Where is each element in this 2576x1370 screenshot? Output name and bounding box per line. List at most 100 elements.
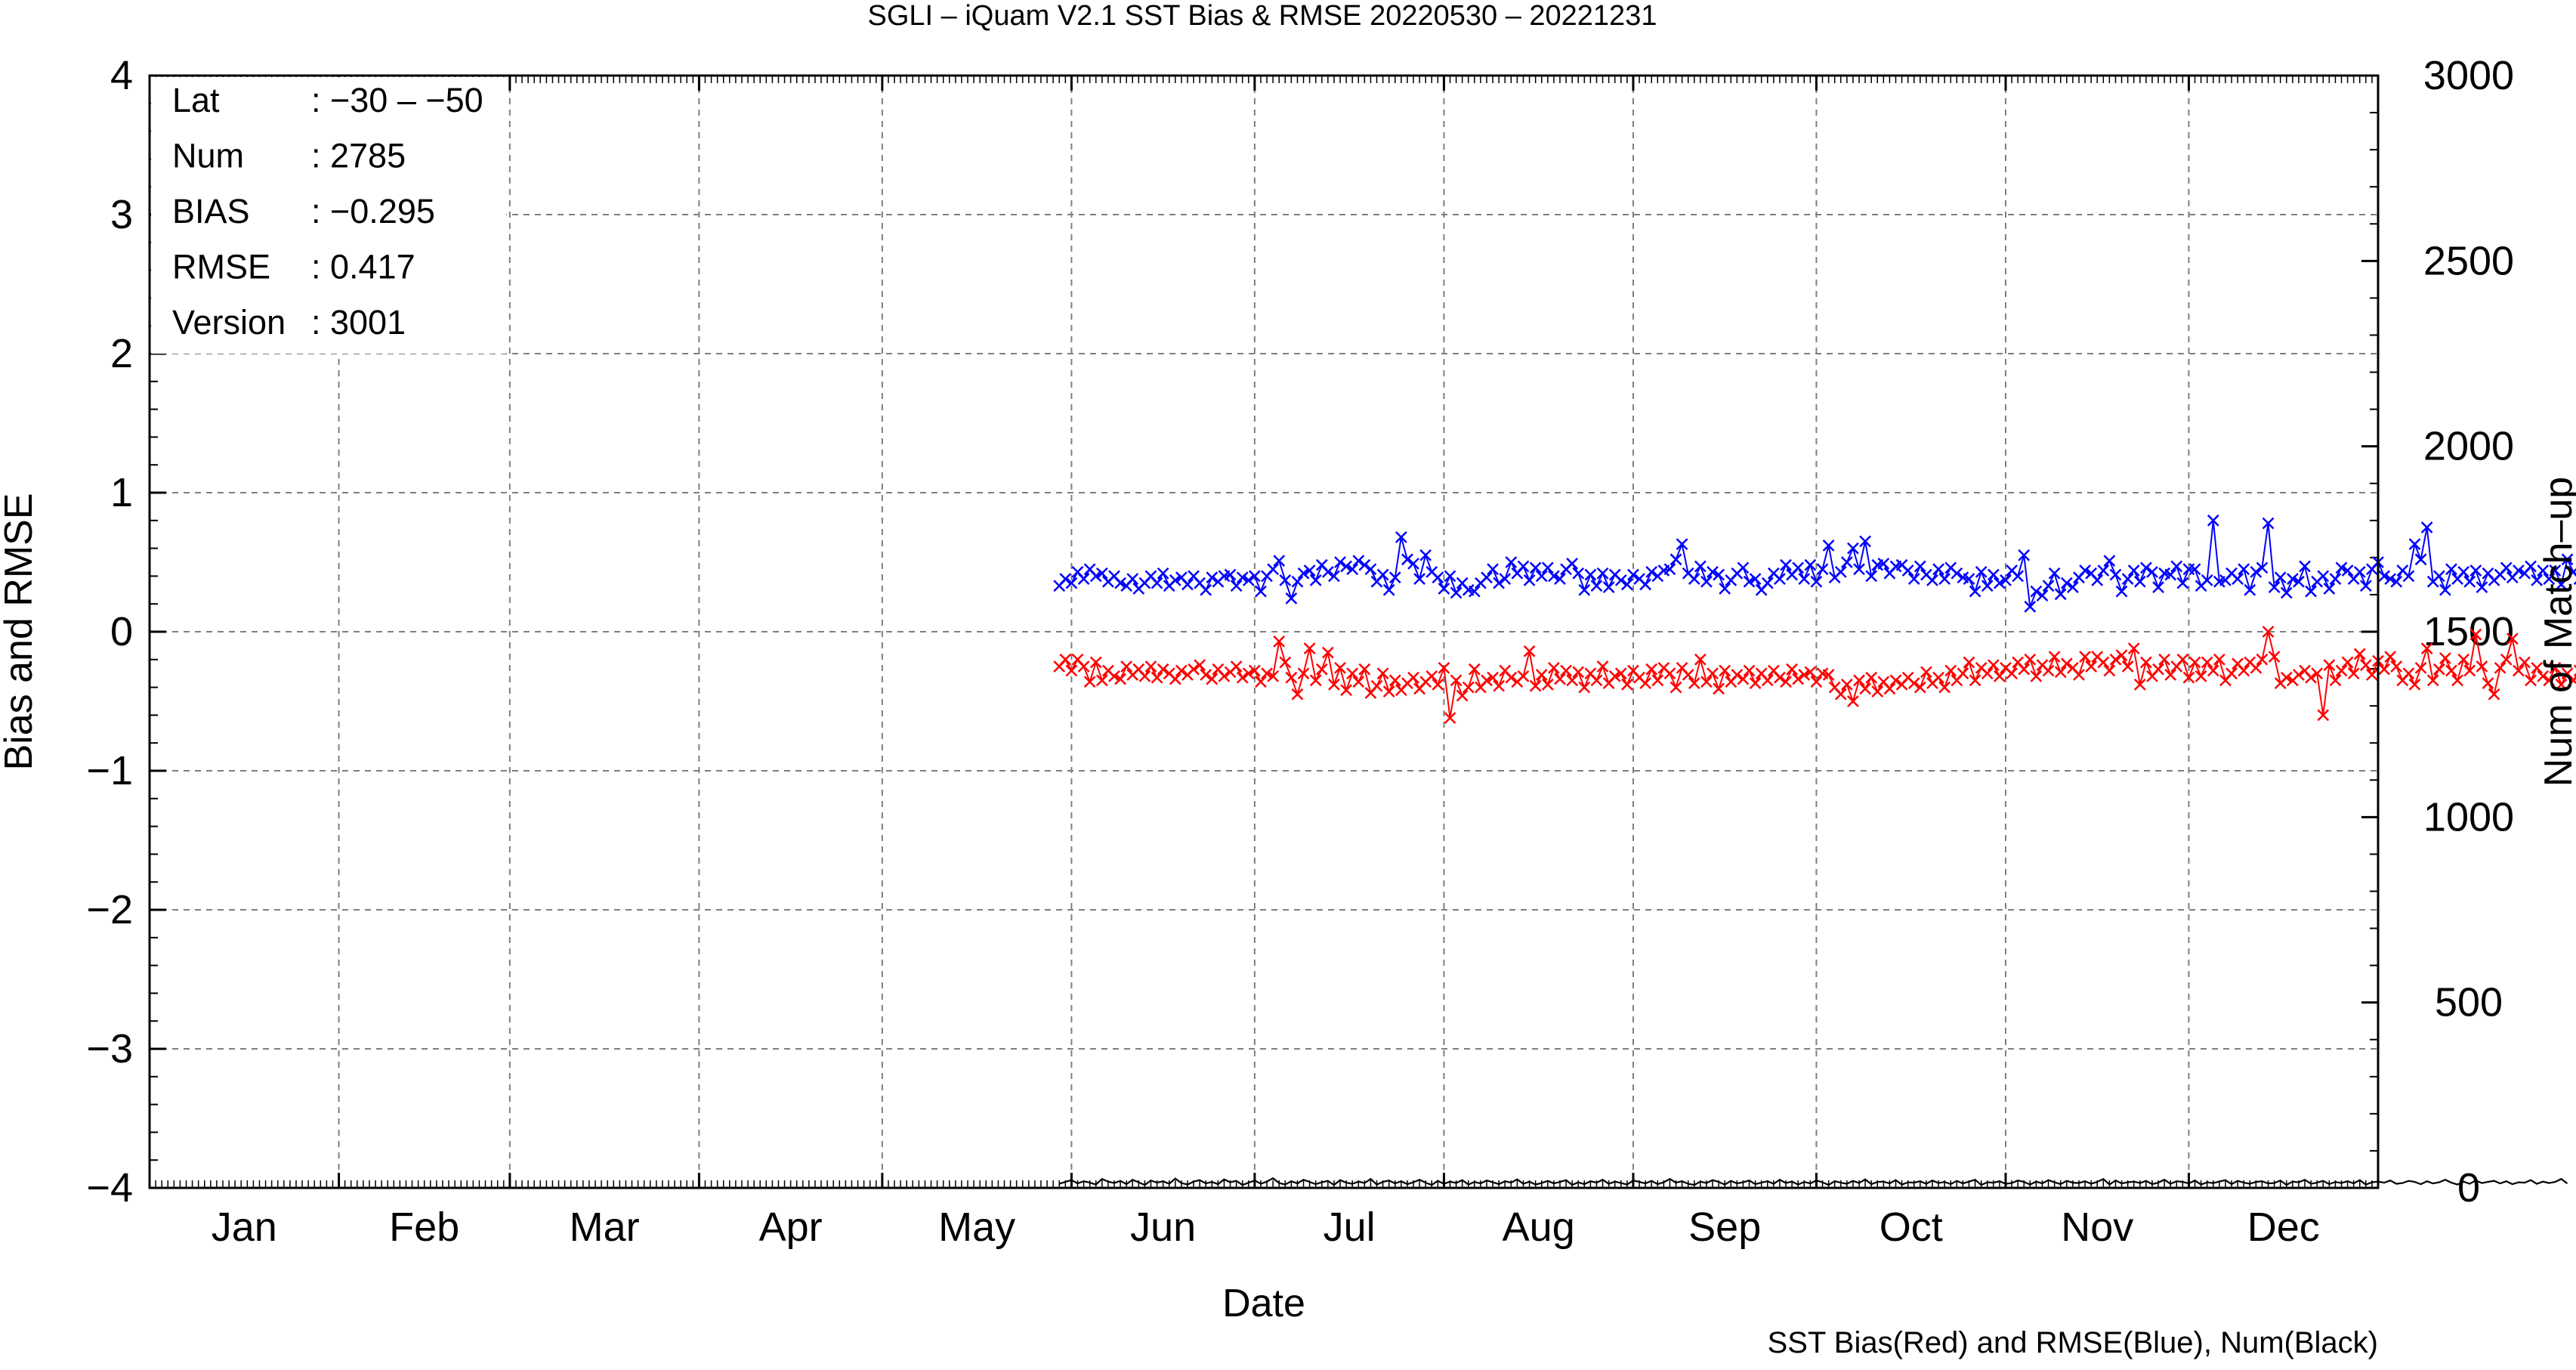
x-tick-labels: Jan Feb Mar Apr May Jun Jul Aug Sep Oct Nov Dec xyxy=(212,1205,2320,1250)
data-point xyxy=(1786,663,1798,676)
series-num xyxy=(1058,1177,2568,1186)
data-point xyxy=(2048,651,2061,663)
data-point xyxy=(1388,571,1401,584)
data-point xyxy=(1273,555,1286,567)
data-point xyxy=(1901,564,1914,577)
data-point xyxy=(1358,663,1371,676)
data-point xyxy=(2555,578,2568,591)
x-tick-label: Aug xyxy=(1503,1205,1575,1250)
data-point xyxy=(1822,540,1835,552)
data-point xyxy=(1432,679,1444,691)
y-axis-label: Bias and RMSE xyxy=(0,493,41,770)
data-point xyxy=(2097,564,2110,577)
data-point xyxy=(2432,570,2445,583)
y2-tick-label: 3000 xyxy=(2423,53,2514,98)
data-point xyxy=(1303,642,1316,654)
data-point xyxy=(1297,667,1310,680)
data-point xyxy=(2109,568,2122,581)
data-point xyxy=(1780,558,1792,571)
data-point xyxy=(1963,656,1975,669)
data-point xyxy=(2359,580,2372,592)
data-point xyxy=(2103,664,2116,677)
y-tick-label: −1 xyxy=(86,748,133,793)
data-point xyxy=(1700,676,1713,688)
y-tick-labels: −4 −3 −2 −1 0 1 2 3 4 xyxy=(86,53,133,1211)
data-point xyxy=(1438,583,1450,595)
x-tick-label: Apr xyxy=(759,1205,823,1250)
data-point xyxy=(1944,664,1957,677)
x-tick-label: Dec xyxy=(2247,1205,2320,1250)
data-point xyxy=(1248,664,1261,677)
data-point xyxy=(1242,667,1255,680)
data-point xyxy=(2451,674,2463,687)
data-point xyxy=(1413,573,1425,585)
y-tick-label: 4 xyxy=(110,53,133,98)
data-point xyxy=(2133,679,2146,691)
data-point xyxy=(1315,663,1328,676)
data-point xyxy=(2513,564,2525,577)
data-point xyxy=(1932,671,1944,684)
data-point xyxy=(1095,674,1108,687)
data-point xyxy=(1267,670,1280,682)
data-point xyxy=(1804,666,1817,679)
data-point xyxy=(2445,664,2457,677)
data-point xyxy=(2476,660,2488,673)
data-point xyxy=(2054,588,2067,601)
data-point xyxy=(2335,664,2348,677)
data-point xyxy=(2329,674,2342,687)
data-point xyxy=(2042,580,2055,592)
data-point xyxy=(2359,659,2372,672)
data-point xyxy=(2213,653,2225,666)
data-point xyxy=(2268,581,2281,594)
data-point xyxy=(1932,563,1944,576)
data-point xyxy=(2152,663,2164,676)
data-point xyxy=(1169,673,1181,685)
data-point xyxy=(1865,671,1878,684)
y2-tick-label: 1500 xyxy=(2423,609,2514,654)
data-point xyxy=(2323,583,2336,595)
data-point xyxy=(1651,674,1664,687)
data-point xyxy=(1395,530,1407,543)
info-key: BIAS xyxy=(172,192,250,230)
data-point xyxy=(2378,570,2390,583)
y2-tick-label: 1000 xyxy=(2423,794,2514,840)
info-value: : 3001 xyxy=(311,303,406,342)
data-point xyxy=(1407,557,1419,570)
data-point xyxy=(2335,561,2348,574)
data-point xyxy=(2506,632,2519,645)
data-point xyxy=(2201,656,2213,669)
data-point xyxy=(1444,570,1456,583)
y2-tick-label: 500 xyxy=(2435,980,2503,1025)
data-point xyxy=(1517,670,1530,682)
data-point xyxy=(2329,573,2342,585)
data-point xyxy=(1089,570,1102,583)
data-point xyxy=(2079,651,2091,663)
data-point xyxy=(1340,684,1352,697)
data-point xyxy=(2060,657,2073,670)
data-point xyxy=(1920,666,1932,679)
data-point xyxy=(2091,574,2104,586)
data-point xyxy=(1713,568,1725,581)
data-point xyxy=(2244,583,2256,596)
data-point xyxy=(2457,565,2470,578)
info-value: : −0.295 xyxy=(311,192,435,230)
data-point xyxy=(2262,626,2275,638)
data-point xyxy=(2152,581,2164,594)
data-point xyxy=(2378,663,2390,676)
data-point xyxy=(1144,660,1157,673)
data-point xyxy=(2060,577,2073,589)
data-point xyxy=(1907,573,1920,585)
data-point xyxy=(1523,574,1536,586)
data-point xyxy=(2408,679,2421,691)
data-point xyxy=(2127,642,2140,654)
data-point xyxy=(1713,682,1725,695)
data-point xyxy=(1951,567,1963,580)
data-point xyxy=(2353,565,2366,578)
data-point xyxy=(2225,667,2238,680)
data-point xyxy=(1236,571,1249,584)
data-point xyxy=(2097,656,2110,669)
data-point xyxy=(2176,653,2189,666)
data-point xyxy=(1382,583,1395,596)
data-point xyxy=(2176,577,2189,589)
data-point xyxy=(2311,667,2324,680)
